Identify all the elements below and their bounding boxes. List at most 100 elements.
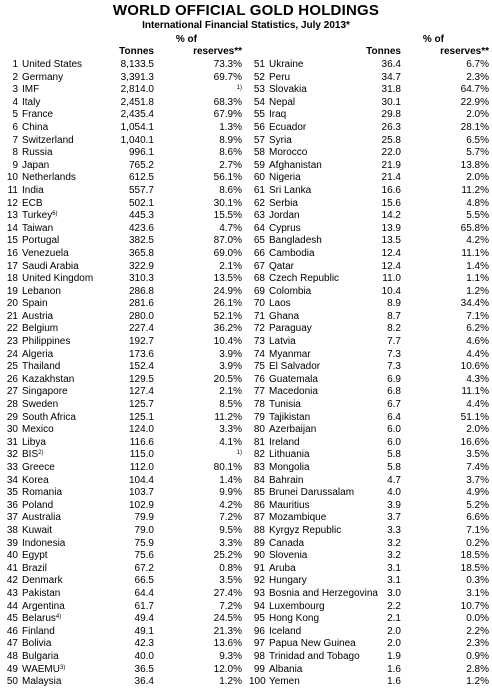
tonnes-cell: 112.0: [129, 462, 154, 473]
reserves-pct-cell: 0.0%: [466, 613, 489, 625]
country-cell: Tajikistan: [269, 412, 310, 425]
rank-cell: 86: [253, 499, 265, 511]
reserves-pct-cell: 11.2%: [214, 411, 242, 423]
rank-cell: 53: [253, 84, 265, 96]
rank-cell: 60: [253, 172, 265, 184]
country-cell: Germany: [22, 72, 63, 85]
table-row: 20 Spain 281.6 26.1%: [2, 298, 242, 311]
country-cell: Bahrain: [269, 475, 303, 488]
country-name: Kyrgyz Republic: [269, 524, 342, 536]
rank-cell: 10: [6, 172, 18, 184]
reserves-pct-cell: 10.6%: [460, 361, 489, 373]
tonnes-cell: 13.9: [381, 222, 401, 234]
country-name: Egypt: [22, 550, 48, 562]
reserves-pct-cell: 3.5%: [466, 449, 489, 461]
country-name: Luxembourg: [269, 600, 325, 612]
reserves-pct-cell: 12.0%: [213, 663, 242, 675]
country-cell: Peru: [269, 72, 290, 85]
tonnes-cell: 26.3: [381, 121, 401, 133]
rank-cell: 85: [253, 487, 265, 499]
tonnes-cell: 3.3: [387, 524, 401, 536]
reserves-pct-cell: 4.4%: [466, 399, 489, 411]
tonnes-cell: 30.1: [381, 96, 401, 108]
country-name: Latvia: [269, 336, 296, 348]
country-name: Mozambique: [269, 512, 327, 524]
country-name: Sweden: [22, 399, 59, 411]
country-cell: Bangladesh: [269, 235, 322, 248]
table-row: 53 Slovakia 31.8 64.7%: [249, 84, 489, 97]
table-row: 94 Luxembourg 2.2 10.7%: [249, 601, 489, 614]
reserves-pct-cell: 4.6%: [466, 336, 489, 348]
country-cell: Saudi Arabia: [22, 261, 79, 274]
reserves-pct-cell: 36.2%: [213, 323, 242, 335]
table-row: 92 Hungary 3.1 0.3%: [249, 575, 489, 588]
reserves-pct-cell: 3.3%: [219, 424, 242, 436]
country-name: Lebanon: [22, 285, 61, 297]
tonnes-cell: 3.2: [387, 550, 401, 562]
country-name: Brunei Darussalam: [269, 487, 355, 499]
rank-cell: 5: [12, 109, 18, 121]
rank-cell: 99: [253, 663, 265, 675]
header-pct-line2: reserves**: [193, 46, 242, 57]
tonnes-cell: 1,054.1: [120, 121, 154, 133]
rank-cell: 44: [6, 600, 18, 612]
rank-cell: 73: [253, 336, 265, 348]
tonnes-cell: 12.4: [381, 247, 401, 259]
country-name: Argentina: [22, 600, 65, 612]
country-name: Laos: [269, 298, 291, 310]
reserves-pct-cell: 9.3%: [219, 650, 242, 662]
country-cell: BIS2): [22, 449, 43, 462]
country-name: Albania: [269, 663, 303, 675]
country-cell: Philippines: [22, 336, 70, 349]
table-row: 30 Mexico 124.0 3.3%: [2, 424, 242, 437]
rank-cell: 79: [253, 411, 265, 423]
country-cell: Sri Lanka: [269, 185, 311, 198]
column-header: Tonnes % of reserves**: [2, 31, 242, 59]
table-row: 2 Germany 3,391.3 69.7%: [2, 72, 242, 85]
reserves-pct-cell: 69.7%: [213, 71, 242, 83]
country-name: Mauritius: [269, 499, 310, 511]
country-name: Qatar: [269, 260, 295, 272]
country-name: Mongolia: [269, 462, 310, 473]
tonnes-cell: 75.6: [134, 550, 154, 562]
page-subtitle: International Financial Statistics, July…: [142, 20, 350, 31]
country-name: Canada: [269, 537, 305, 549]
table-row: 85 Brunei Darussalam 4.0 4.9%: [249, 487, 489, 500]
tonnes-cell: 36.5: [134, 663, 154, 675]
country-cell: Pakistan: [22, 588, 60, 601]
tonnes-cell: 42.3: [134, 638, 154, 650]
tonnes-cell: 4.0: [387, 487, 401, 499]
tonnes-cell: 124.0: [128, 424, 154, 436]
reserves-pct-cell: 6.2%: [466, 323, 489, 335]
rank-cell: 67: [253, 260, 265, 272]
country-cell: Japan: [22, 160, 49, 173]
tonnes-cell: 49.4: [134, 613, 154, 625]
country-name: Saudi Arabia: [22, 260, 79, 272]
rank-cell: 1: [12, 59, 18, 70]
tonnes-cell: 21.4: [381, 172, 401, 184]
table-row: 31 Libya 116.6 4.1%: [2, 437, 242, 450]
country-cell: Brazil: [22, 563, 47, 576]
table-row: 32 BIS2) 115.0 1): [2, 449, 242, 462]
table-row: 96 Iceland 2.0 2.2%: [249, 626, 489, 639]
footnote-marker: 1): [237, 449, 242, 462]
table-row: 8 Russia 996.1 8.6%: [2, 147, 242, 160]
table-row: 12 ECB 502.1 30.1%: [2, 198, 242, 211]
table-row: 70 Laos 8.9 34.4%: [249, 298, 489, 311]
tonnes-cell: 34.7: [381, 71, 401, 83]
table-row: 13 Turkey6) 445.3 15.5%: [2, 210, 242, 223]
tonnes-cell: 1.6: [387, 663, 401, 675]
rank-cell: 90: [253, 550, 265, 562]
tonnes-cell: 25.8: [381, 134, 401, 146]
reserves-pct-cell: 73.3%: [213, 59, 242, 70]
table-row: 82 Lithuania 5.8 3.5%: [249, 449, 489, 462]
table-row: 75 El Salvador 7.3 10.6%: [249, 361, 489, 374]
table-row: 15 Portugal 382.5 87.0%: [2, 235, 242, 248]
country-name: Turkey: [22, 210, 53, 222]
reserves-pct-cell: 3.9%: [219, 361, 242, 373]
tonnes-cell: 365.8: [128, 247, 154, 259]
footnote-marker: 1): [237, 84, 242, 97]
country-cell: Taiwan: [22, 223, 53, 236]
tonnes-cell: 3.2: [387, 537, 401, 549]
rank-cell: 93: [253, 587, 265, 599]
